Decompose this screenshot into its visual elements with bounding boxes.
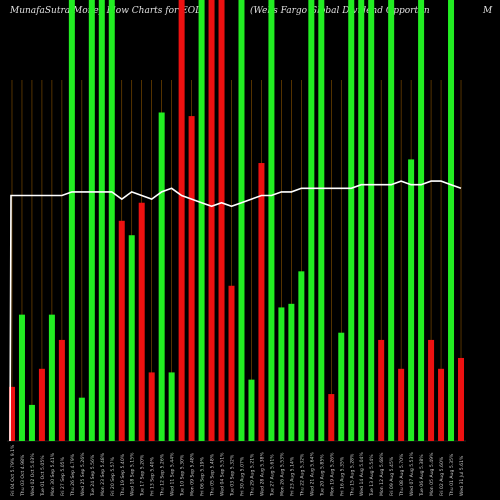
bar-green: [158, 112, 165, 442]
x-tick-label: Mon 05 Aug 5.49%: [429, 452, 435, 496]
bar-green: [98, 0, 105, 441]
bar-red: [258, 163, 265, 441]
bar-green: [88, 0, 95, 441]
bar-green: [198, 0, 205, 441]
x-tick-label: Thu 01 Aug 5.35%: [449, 453, 455, 497]
x-tick-label: Mon 12 Aug 5.68%: [379, 452, 385, 496]
bar-red: [8, 386, 15, 441]
x-tick-label: Fri 16 Aug 5.35%: [339, 456, 345, 496]
bar-red: [218, 0, 225, 441]
bar-red: [398, 368, 405, 441]
x-tick-label: Thu 19 Sep 5.40%: [120, 453, 126, 497]
x-tick-label: Wed 14 Aug 5.04%: [359, 452, 365, 496]
bar-green: [288, 303, 295, 441]
x-tick-label: Thu 05 Sep 5.48%: [210, 453, 216, 497]
bar-red: [188, 116, 195, 441]
x-tick-label: Wed 21 Aug 5.64%: [309, 452, 315, 496]
x-tick-label: Fri 09 Aug 5.45%: [389, 456, 395, 496]
x-tick-label: Tue 20 Aug 5.85%: [319, 454, 325, 497]
x-tick-label: Mon 09 Sep 5.48%: [190, 452, 196, 496]
x-tick-label: Tue 10 Sep 5.30%: [180, 454, 186, 497]
bar-green: [168, 372, 175, 441]
x-tick-label: Thu 03 Oct 4.98%: [20, 454, 26, 497]
x-tick-label: Thu 26 Sep 4.79%: [70, 453, 76, 497]
x-tick-label: Fri 30 Aug 5.07%: [240, 456, 246, 496]
bar-green: [358, 0, 365, 441]
bar-green: [268, 0, 275, 441]
bar-red: [328, 394, 335, 441]
bar-green: [348, 0, 355, 441]
chart-title-edge: M: [483, 6, 493, 16]
x-tick-label: Fri 13 Sep 5.40%: [150, 456, 156, 496]
bar-green: [448, 0, 455, 441]
x-tick-label: Wed 04 Sep 5.51%: [220, 452, 226, 496]
bar-green: [308, 0, 315, 441]
x-tick-label: Fri 27 Sep 5.05%: [60, 456, 66, 496]
bar-red: [38, 368, 45, 441]
x-tick-label: Wed 07 Aug 5.53%: [409, 452, 415, 496]
bar-green: [18, 314, 25, 441]
x-tick-label: Thu 12 Sep 5.26%: [160, 453, 166, 497]
x-tick-label: Thu 08 Aug 5.70%: [399, 453, 405, 497]
bar-red: [378, 339, 385, 441]
x-tick-label: Wed 02 Oct 5.03%: [30, 453, 36, 496]
x-tick-label: Tue 24 Sep 5.56%: [90, 454, 96, 497]
chart-title-right: (Wells Fargo Global Dividend Opportun: [250, 6, 430, 16]
bar-green: [368, 0, 375, 441]
x-tick-label: Tue 17 Sep 5.20%: [140, 454, 146, 497]
money-flow-line: [9, 180, 462, 442]
x-tick-label: Thu 29 Aug 5.21%: [250, 453, 256, 497]
bar-red: [228, 285, 235, 441]
x-tick-label: Thu 22 Aug 5.32%: [299, 453, 305, 497]
chart-title-left: MunafaSutra Money Flow Charts for EOD: [10, 6, 203, 16]
bar-red: [148, 372, 155, 441]
x-tick-label: Tue 06 Aug 5.38%: [419, 454, 425, 497]
x-tick-label: Tue 03 Sep 5.32%: [230, 454, 236, 497]
bar-green: [318, 0, 325, 441]
x-tick-label: Thu 15 Aug 5.28%: [349, 453, 355, 497]
bar-green: [278, 307, 285, 441]
x-tick-label: Wed 11 Sep 5.44%: [170, 452, 176, 496]
x-tick-label: Tue 01 Oct 5.05%: [40, 455, 46, 497]
x-tick-label: Mon 19 Aug 5.26%: [329, 452, 335, 496]
bar-green: [68, 0, 75, 441]
bar-green: [298, 271, 305, 441]
bar-green: [408, 159, 415, 442]
bar-green: [78, 397, 85, 441]
bar-red: [58, 339, 65, 441]
bar-green: [388, 0, 395, 441]
bar-green: [418, 0, 425, 441]
bar-green: [238, 0, 245, 441]
bar-green: [28, 404, 35, 441]
x-tick-label: Mon 26 Aug 5.53%: [279, 452, 285, 496]
x-tick-label: Wed 18 Sep 5.15%: [130, 452, 136, 496]
bar-red: [178, 0, 185, 441]
bar-red: [208, 0, 215, 441]
x-tick-label: Tue 27 Aug 5.61%: [269, 454, 275, 497]
x-tick-label: Fri 06 Sep 5.19%: [200, 456, 206, 496]
bar-green: [108, 0, 115, 441]
bar-red: [118, 220, 125, 441]
x-tick-label: Mon 23 Sep 5.48%: [100, 452, 106, 496]
bar-green: [48, 314, 55, 441]
bar-red: [428, 339, 435, 441]
bar-red: [438, 368, 445, 441]
bar-green: [248, 379, 255, 441]
x-tick-label: Mon 30 Sep 5.41%: [50, 452, 56, 496]
bar-green: [128, 235, 135, 441]
bar-red: [458, 357, 465, 441]
x-tick-label: Tue 13 Aug 5.54%: [369, 454, 375, 497]
bar-green: [338, 332, 345, 441]
x-tick-label: Fri 04 Oct 5.79% 9.1%: [10, 444, 16, 496]
x-tick-label: Wed 25 Sep 5.26%: [80, 452, 86, 496]
bar-red: [138, 202, 145, 441]
x-tick-label: Fri 02 Aug 5.60%: [439, 456, 445, 496]
x-tick-label: Fri 20 Sep 5.57%: [110, 456, 116, 496]
x-tick-label: Wed 31 Jul 5.61%: [459, 455, 465, 496]
x-tick-label: Fri 23 Aug 5.14%: [289, 456, 295, 496]
x-tick-label: Wed 28 Aug 5.38%: [259, 452, 265, 496]
